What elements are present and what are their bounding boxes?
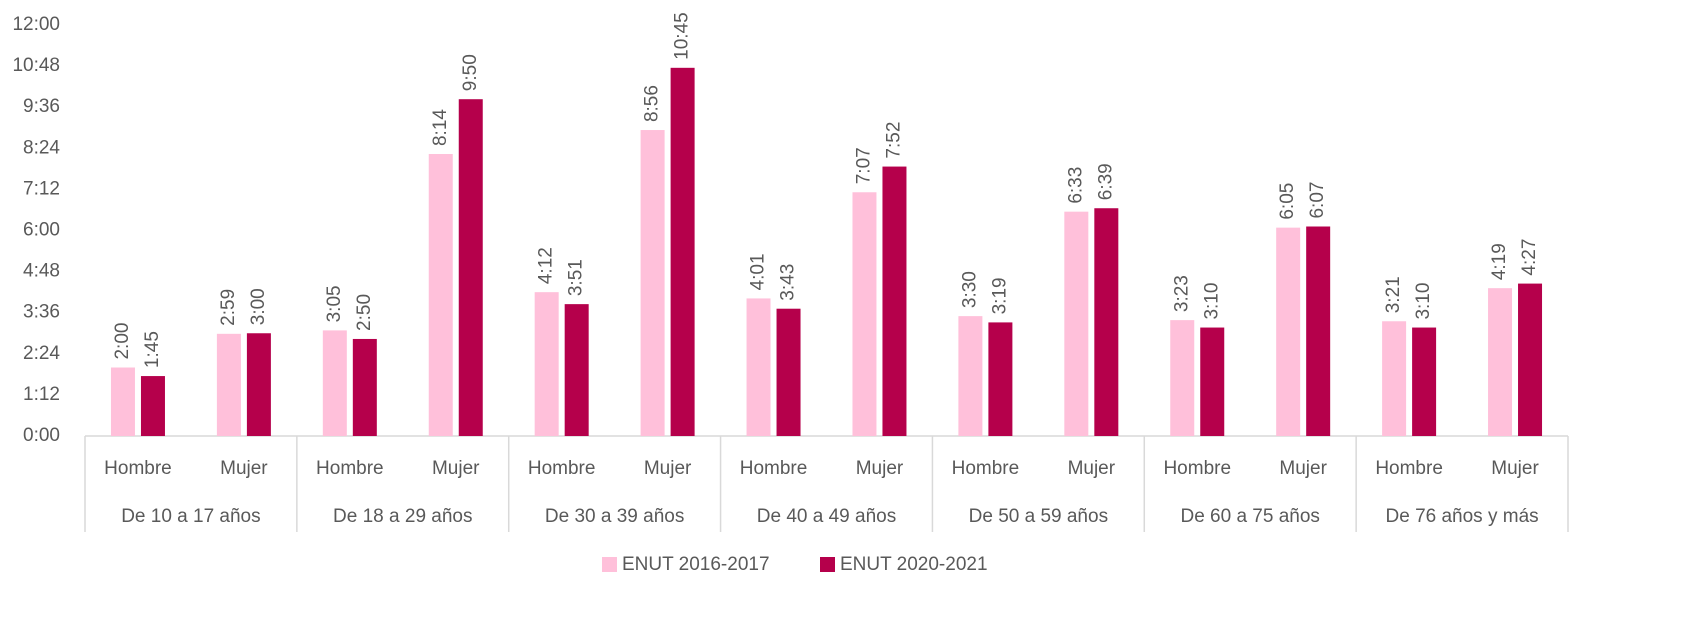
bar <box>322 330 347 436</box>
y-tick-label: 9:36 <box>23 96 60 117</box>
bar <box>428 154 453 436</box>
data-label: 7:07 <box>853 147 874 184</box>
bar <box>140 376 165 436</box>
group-label: De 40 a 49 años <box>757 506 896 527</box>
data-label: 2:50 <box>354 294 375 331</box>
x-tick-label: Hombre <box>740 458 808 479</box>
bar <box>776 308 801 436</box>
data-label: 3:05 <box>324 285 345 322</box>
legend-label: ENUT 2020-2021 <box>840 554 988 575</box>
y-tick-label: 2:24 <box>23 343 60 364</box>
y-tick-label: 10:48 <box>12 55 60 76</box>
y-tick-label: 3:36 <box>23 302 60 323</box>
bar <box>1518 283 1543 436</box>
group-label: De 10 a 17 años <box>121 506 260 527</box>
group-label: De 76 años y más <box>1386 506 1539 527</box>
bar <box>1306 226 1331 436</box>
bar <box>1094 208 1119 436</box>
bar <box>1064 211 1089 436</box>
bar <box>246 333 271 436</box>
y-tick-label: 4:48 <box>23 261 60 282</box>
y-tick-label: 1:12 <box>23 384 60 405</box>
bar <box>352 338 377 436</box>
legend-swatch <box>820 557 835 572</box>
data-label: 4:12 <box>536 247 557 284</box>
y-tick-label: 0:00 <box>23 425 60 446</box>
data-label: 8:56 <box>642 85 663 122</box>
x-tick-label: Mujer <box>1279 458 1327 479</box>
x-tick-label: Mujer <box>1491 458 1539 479</box>
data-label: 10:45 <box>672 12 693 60</box>
y-tick-label: 8:24 <box>23 137 60 158</box>
bar <box>1170 320 1195 436</box>
data-label: 3:30 <box>959 271 980 308</box>
legend-swatch <box>602 557 617 572</box>
x-tick-label: Hombre <box>1163 458 1231 479</box>
group-label: De 18 a 29 años <box>333 506 472 527</box>
data-label: 6:05 <box>1277 183 1298 220</box>
x-tick-label: Hombre <box>1375 458 1443 479</box>
group-label: De 60 a 75 años <box>1180 506 1319 527</box>
data-label: 6:39 <box>1095 163 1116 200</box>
bar <box>458 99 483 436</box>
y-tick-label: 6:00 <box>23 220 60 241</box>
data-label: 9:50 <box>460 54 481 91</box>
data-label: 7:52 <box>883 122 904 159</box>
bar <box>1200 327 1225 436</box>
x-tick-label: Mujer <box>1068 458 1116 479</box>
x-tick-label: Hombre <box>104 458 172 479</box>
data-label: 6:33 <box>1065 167 1086 204</box>
data-label: 3:00 <box>248 288 269 325</box>
x-tick-label: Mujer <box>220 458 268 479</box>
y-tick-label: 7:12 <box>23 178 60 199</box>
data-label: 3:51 <box>566 259 587 296</box>
bar <box>1488 288 1513 436</box>
bar <box>852 192 877 436</box>
x-tick-label: Mujer <box>644 458 692 479</box>
data-label: 3:21 <box>1383 276 1404 313</box>
x-tick-label: Mujer <box>432 458 480 479</box>
data-label: 3:19 <box>989 277 1010 314</box>
data-label: 8:14 <box>430 109 451 146</box>
data-label: 1:45 <box>142 331 163 368</box>
bar <box>1276 227 1301 436</box>
x-tick-label: Hombre <box>952 458 1020 479</box>
group-label: De 50 a 59 años <box>969 506 1108 527</box>
y-tick-label: 12:00 <box>12 14 60 35</box>
data-label: 3:10 <box>1413 283 1434 320</box>
data-label: 2:00 <box>112 323 133 360</box>
x-tick-label: Mujer <box>856 458 904 479</box>
legend-label: ENUT 2016-2017 <box>622 554 770 575</box>
bar <box>564 304 589 436</box>
x-tick-label: Hombre <box>528 458 596 479</box>
bar <box>958 316 983 436</box>
bar <box>1382 321 1407 436</box>
bar <box>216 333 241 436</box>
bar <box>882 166 907 437</box>
bar <box>746 298 771 436</box>
bar <box>670 67 695 436</box>
bar <box>110 367 135 436</box>
data-label: 3:23 <box>1171 275 1192 312</box>
bar <box>1412 327 1437 436</box>
group-label: De 30 a 39 años <box>545 506 684 527</box>
x-tick-label: Hombre <box>316 458 384 479</box>
bar <box>988 322 1013 436</box>
data-label: 4:19 <box>1489 243 1510 280</box>
bar <box>640 130 665 437</box>
data-label: 6:07 <box>1307 182 1328 219</box>
data-label: 4:27 <box>1519 239 1540 276</box>
data-label: 4:01 <box>748 253 769 290</box>
data-label: 3:43 <box>778 264 799 301</box>
data-label: 2:59 <box>218 289 239 326</box>
bar <box>534 292 559 436</box>
data-label: 3:10 <box>1201 283 1222 320</box>
